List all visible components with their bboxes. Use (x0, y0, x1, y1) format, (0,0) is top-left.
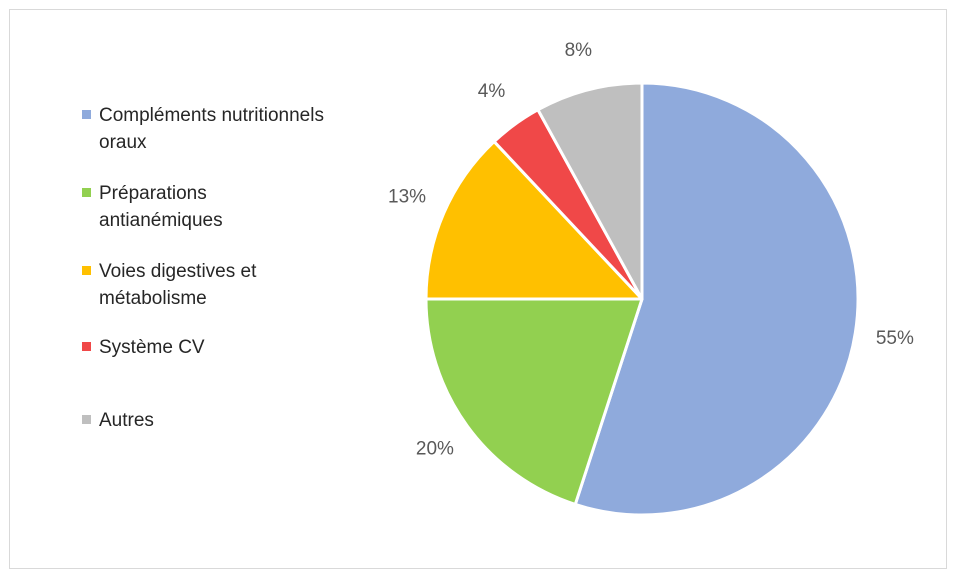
legend-swatch-preparations (82, 188, 91, 197)
pie-slice-autres (536, 81, 644, 301)
legend-item-autres: Autres (82, 407, 329, 434)
legend-swatch-autres (82, 415, 91, 424)
data-label-systeme-cv: 4% (478, 81, 506, 102)
legend-label-voies-digestives: Voies digestives et métabolisme (99, 261, 257, 309)
legend-label-systeme-cv: Système CV (99, 337, 205, 358)
legend-item-complements: Compléments nutritionnels oraux (82, 102, 329, 156)
data-label-autres: 8% (565, 40, 593, 61)
legend-item-preparations: Préparations antianémiques (82, 180, 329, 234)
data-label-preparations: 20% (416, 438, 454, 459)
legend-item-voies-digestives: Voies digestives et métabolisme (82, 258, 329, 312)
legend-label-complements: Compléments nutritionnels oraux (99, 105, 324, 153)
pie-slice-complements (573, 81, 860, 517)
pie-slice-preparations (424, 297, 644, 506)
pie-slice-voies-digestives (424, 140, 644, 301)
legend-swatch-voies-digestives (82, 266, 91, 275)
legend-swatch-complements (82, 110, 91, 119)
legend-item-systeme-cv: Système CV (82, 334, 329, 361)
legend-label-autres: Autres (99, 410, 154, 431)
data-label-complements: 55% (876, 328, 914, 349)
data-label-voies-digestives: 13% (388, 186, 426, 207)
legend-label-preparations: Préparations antianémiques (99, 183, 223, 231)
legend-swatch-systeme-cv (82, 342, 91, 351)
